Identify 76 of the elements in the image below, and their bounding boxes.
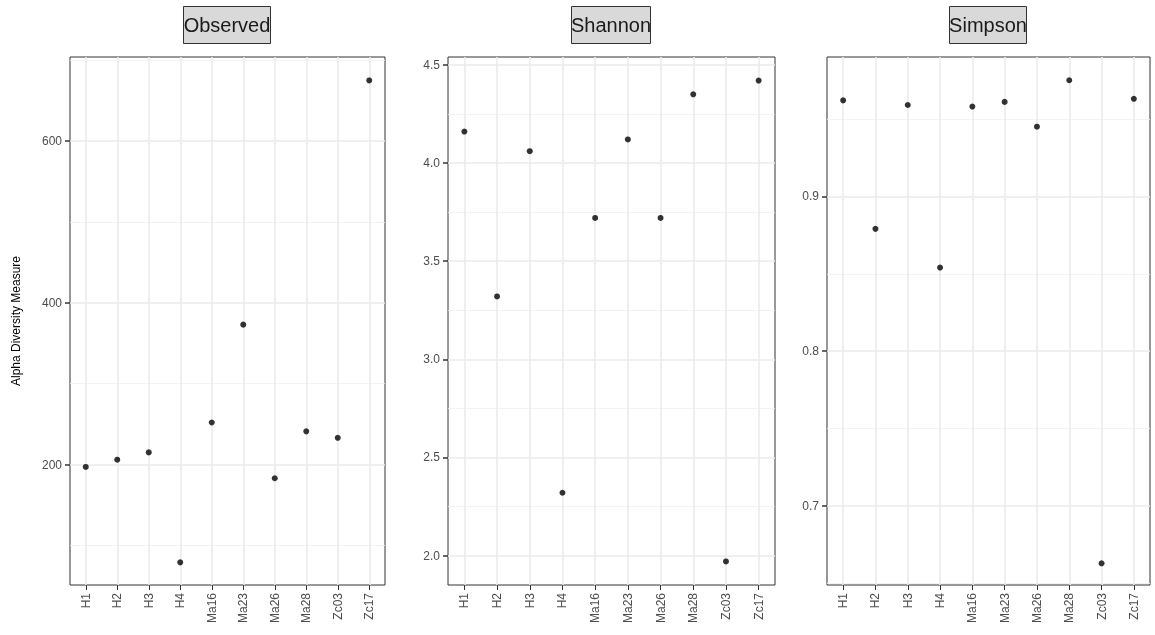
point — [240, 321, 247, 328]
y-tick-label: 3.5 — [423, 254, 441, 269]
point — [624, 136, 631, 143]
point — [494, 293, 501, 300]
x-tick-label: Zc03 — [1094, 592, 1109, 620]
x-tick-label: Zc03 — [718, 592, 733, 620]
y-tick-label: 0.9 — [802, 189, 820, 204]
x-tick-label: H1 — [78, 592, 93, 609]
x-tick-label: Ma28 — [1062, 592, 1077, 624]
y-tick-label: 2.5 — [423, 450, 441, 465]
x-tick-label: Ma23 — [997, 592, 1012, 624]
point — [461, 128, 468, 135]
point — [1098, 560, 1105, 567]
y-tick-label: 2.0 — [423, 548, 441, 563]
chart-title: Simpson — [949, 14, 1027, 36]
point — [1001, 98, 1008, 105]
y-tick-label: 600 — [41, 134, 63, 149]
y-axis-title: Alpha Diversity Measure — [9, 255, 23, 387]
x-tick-label: Ma16 — [965, 592, 980, 624]
point — [334, 434, 341, 441]
point — [592, 214, 599, 221]
point — [303, 428, 310, 435]
point — [872, 225, 879, 232]
point — [755, 77, 762, 84]
x-tick-label: H1 — [457, 592, 472, 609]
chart-title: Observed — [183, 14, 271, 36]
y-tick-label: 4.0 — [423, 155, 441, 170]
point — [937, 264, 944, 271]
point — [840, 97, 847, 104]
y-tick-label: 3.0 — [423, 352, 441, 367]
x-tick-label: H4 — [933, 592, 948, 609]
point — [904, 102, 911, 108]
x-tick-label: Zc03 — [330, 592, 345, 620]
point — [145, 449, 152, 456]
point — [177, 559, 184, 566]
x-tick-label: H2 — [110, 592, 125, 609]
x-tick-label: Zc17 — [362, 592, 377, 620]
x-tick-label: H1 — [836, 592, 851, 609]
x-tick-label: H2 — [490, 592, 505, 609]
x-tick-label: Zc17 — [1126, 592, 1141, 620]
x-tick-label: Ma16 — [588, 592, 603, 624]
x-tick-label: Ma26 — [653, 592, 668, 624]
point — [559, 489, 566, 496]
x-tick-label: Ma23 — [620, 592, 635, 624]
point — [526, 148, 533, 155]
point — [82, 463, 89, 470]
point — [114, 456, 121, 463]
x-tick-label: Ma26 — [267, 592, 282, 624]
point — [271, 475, 278, 482]
point — [1066, 77, 1073, 84]
y-tick-label: 4.5 — [423, 57, 441, 72]
x-tick-label: H4 — [555, 592, 570, 609]
x-tick-label: Ma28 — [686, 592, 701, 624]
x-tick-label: Zc17 — [751, 592, 766, 620]
point — [208, 419, 215, 426]
x-tick-label: Ma26 — [1029, 592, 1044, 624]
point — [657, 214, 664, 221]
x-tick-label: H3 — [900, 592, 915, 609]
x-tick-label: Ma28 — [299, 592, 314, 624]
y-tick-label: 0.8 — [802, 344, 820, 359]
point — [1033, 123, 1040, 130]
x-tick-label: Ma16 — [204, 592, 219, 624]
chart-title: Shannon — [570, 14, 652, 36]
point — [366, 77, 373, 84]
y-tick-label: 0.7 — [802, 499, 820, 514]
point — [969, 103, 976, 110]
x-tick-label: Ma23 — [236, 592, 251, 624]
x-tick-label: H3 — [522, 592, 537, 609]
x-tick-label: H3 — [141, 592, 156, 609]
x-tick-label: H4 — [173, 592, 188, 609]
y-tick-label: 400 — [41, 295, 63, 310]
point — [690, 91, 697, 98]
x-tick-label: H2 — [868, 592, 883, 609]
point — [722, 558, 729, 565]
y-tick-label: 200 — [41, 457, 63, 472]
point — [1130, 95, 1137, 102]
